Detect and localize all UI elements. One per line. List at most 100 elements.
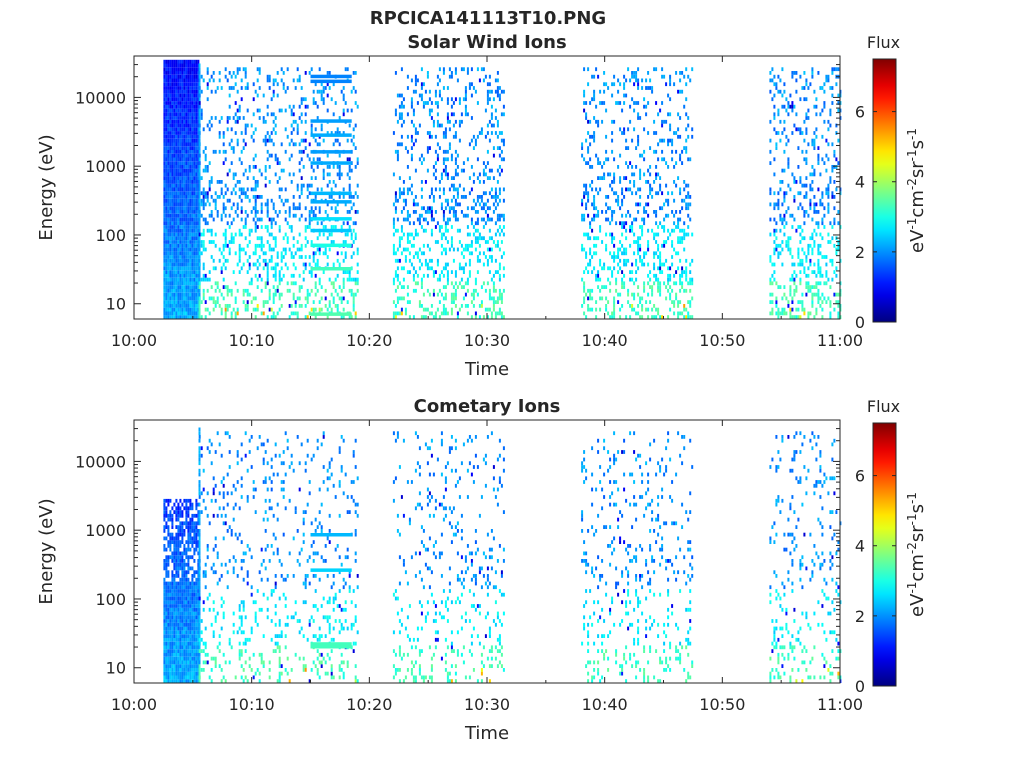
flux-cell — [171, 172, 174, 177]
flux-cell — [185, 202, 188, 207]
flux-cell — [173, 131, 176, 135]
flux-cell — [171, 225, 174, 229]
flux-cell — [679, 258, 682, 263]
flux-cell — [165, 153, 168, 158]
flux-cell — [498, 198, 501, 203]
flux-cell — [498, 277, 501, 282]
flux-cell — [488, 296, 491, 301]
flux-cell — [256, 195, 259, 199]
flux-cell — [240, 78, 243, 83]
flux-cell — [621, 131, 624, 135]
flux-cell — [833, 307, 836, 312]
flux-cell — [356, 104, 359, 109]
flux-cell — [238, 251, 241, 256]
flux-cell — [691, 67, 694, 72]
flux-cell — [232, 307, 235, 312]
x-tick-label: 10:00 — [111, 331, 157, 350]
flux-cell — [679, 78, 682, 83]
flux-cell — [340, 225, 343, 229]
flux-cell — [482, 262, 485, 267]
flux-cell — [647, 240, 650, 244]
flux-cell — [191, 119, 194, 124]
flux-cell — [434, 161, 437, 165]
flux-cell — [490, 311, 493, 316]
flux-cell — [468, 273, 471, 278]
flux-cell — [167, 277, 170, 282]
flux-cell — [193, 210, 196, 214]
flux-cell — [240, 206, 243, 211]
flux-cell — [198, 123, 201, 128]
flux-cell — [440, 172, 443, 177]
flux-cell — [420, 315, 423, 319]
flux-cell — [661, 315, 664, 319]
flux-cell — [583, 217, 586, 222]
flux-cell — [204, 195, 207, 199]
flux-cell — [169, 146, 172, 150]
flux-cell — [258, 243, 261, 248]
flux-cell — [169, 138, 172, 143]
flux-cell — [169, 104, 172, 109]
flux-cell — [240, 97, 243, 102]
flux-cell — [607, 206, 610, 211]
flux-cell — [181, 183, 184, 188]
flux-cell — [187, 183, 190, 188]
flux-cell — [456, 228, 459, 233]
flux-cell — [392, 217, 395, 222]
flux-cell — [252, 97, 255, 102]
flux-cell — [625, 146, 628, 150]
flux-cell — [171, 176, 174, 180]
flux-cell — [330, 195, 333, 199]
flux-cell — [218, 131, 221, 135]
flux-cell — [193, 112, 196, 117]
flux-cell — [163, 134, 166, 139]
flux-cell — [181, 161, 184, 165]
flux-cell — [603, 262, 606, 267]
flux-cell — [422, 104, 425, 109]
flux-cell — [198, 149, 201, 154]
flux-cell — [426, 206, 429, 211]
flux-cell — [414, 232, 417, 237]
flux-cell — [444, 127, 447, 132]
flux-cell — [785, 296, 788, 301]
flux-cell — [657, 281, 660, 286]
flux-cell — [197, 101, 200, 105]
flux-cell — [280, 258, 283, 263]
flux-cell — [502, 89, 505, 94]
flux-cell — [270, 131, 273, 135]
flux-cell — [187, 255, 190, 259]
flux-cell — [825, 262, 828, 267]
flux-cell — [322, 251, 325, 256]
flux-cell — [181, 213, 184, 218]
flux-cell — [187, 172, 190, 177]
flux-cell — [464, 93, 467, 98]
flux-cell — [404, 146, 407, 150]
flux-cell — [197, 157, 200, 162]
flux-cell — [791, 262, 794, 267]
flux-cell — [224, 240, 227, 244]
flux-cell — [587, 195, 590, 199]
flux-cell — [187, 127, 190, 132]
flux-cell — [687, 191, 690, 196]
flux-cell — [308, 183, 311, 188]
flux-cell — [197, 108, 200, 113]
flux-cell — [280, 168, 283, 173]
flux-cell — [200, 108, 203, 113]
flux-cell — [191, 270, 194, 274]
flux-cell — [240, 187, 243, 192]
flux-cell — [781, 202, 784, 207]
flux-cell — [416, 273, 419, 278]
flux-cell — [398, 195, 401, 199]
cometary-ions-data-cells — [163, 427, 842, 683]
flux-cell — [490, 296, 493, 301]
flux-cell — [167, 71, 170, 75]
flux-cell — [193, 161, 196, 165]
flux-cell — [793, 292, 796, 297]
flux-cell — [458, 138, 461, 143]
flux-cell — [171, 183, 174, 188]
flux-cell — [458, 266, 461, 271]
flux-cell — [177, 187, 180, 192]
flux-cell — [181, 251, 184, 256]
flux-cell — [260, 206, 263, 211]
flux-cell — [326, 315, 329, 319]
flux-cell — [284, 217, 287, 222]
